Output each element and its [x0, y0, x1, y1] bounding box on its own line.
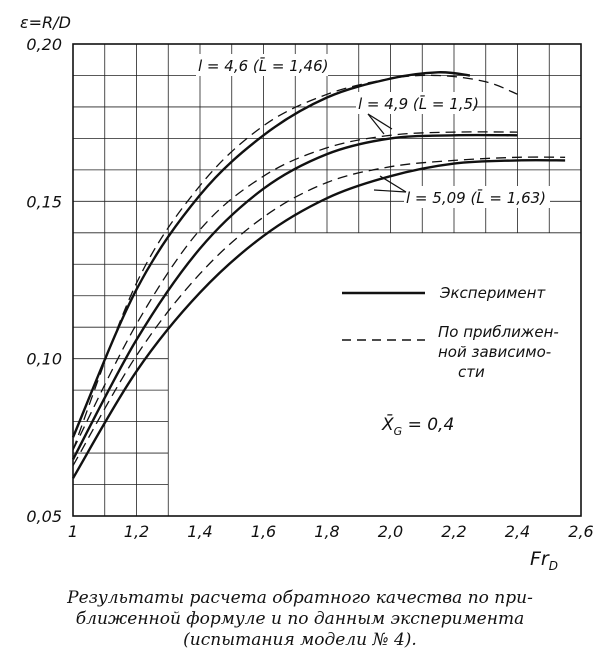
x-tick-label: 1	[68, 522, 78, 541]
series-solid-line-0	[71, 71, 471, 438]
annotation-bg-1	[196, 54, 328, 76]
series-solid-line-4	[71, 158, 566, 479]
leader-l509-a	[379, 175, 407, 193]
y-tick-label: 0,10	[26, 350, 62, 369]
legend: Эксперимент По приближен- ной зависимо- …	[342, 284, 559, 381]
ticks: 1 1,2 1,4 1,6 1,8 2,0 2,2 2,4 2,6 0,05 0,10 0,15 0,2…	[26, 35, 593, 541]
leader-l509-b	[373, 189, 407, 193]
y-axis-label: ε=R/D	[20, 13, 71, 32]
x-tick-label: 2,2	[441, 522, 466, 541]
series-dashed-line-3	[72, 131, 518, 451]
plot-frame	[72, 43, 582, 517]
caption-line-1: Результаты расчета обратного качества по…	[67, 588, 533, 608]
x-tick-label: 2,4	[505, 522, 530, 541]
series-solid-line-2	[71, 133, 518, 460]
grid	[72, 43, 582, 517]
legend-dashed-label-1: По приближен-	[438, 323, 559, 341]
annotation-bg-3	[404, 186, 550, 208]
x-tick-label: 2,6	[568, 522, 593, 541]
caption-line-3: (испытания модели № 4).	[183, 630, 417, 650]
annotation-bg-2	[356, 92, 474, 114]
curves	[71, 71, 566, 479]
series-dashed-line-5	[72, 156, 566, 467]
x-tick-label: 1,2	[124, 522, 149, 541]
x-tick-label: 1,6	[251, 522, 276, 541]
annotation-l49: l = 4,9 (L̄ = 1,5)	[358, 94, 479, 113]
legend-dashed-label-3: сти	[458, 363, 485, 381]
annotation-l46: l = 4,6 (L̄ = 1,46)	[198, 56, 328, 75]
annotation-l509: l = 5,09 (L̄ = 1,63)	[406, 188, 546, 207]
x-tick-label: 1,8	[314, 522, 339, 541]
leader-l49-a	[367, 113, 385, 135]
leader-l49-b	[367, 113, 393, 130]
x-tick-label: 2,0	[378, 522, 403, 541]
y-tick-label: 0,20	[26, 35, 62, 54]
x-axis-label: FrD	[530, 548, 558, 573]
y-tick-label: 0,05	[26, 507, 62, 526]
xg-annotation: X̄G = 0,4	[381, 413, 454, 438]
legend-dashed-label-2: ной зависимо-	[438, 343, 551, 361]
caption-line-2: ближенной формуле и по данным эксперимен…	[75, 609, 525, 629]
series-dashed-line-1	[72, 74, 518, 451]
chart: 1 1,2 1,4 1,6 1,8 2,0 2,2 2,4 2,6 0,05 0,10 0,15 0,2…	[20, 13, 594, 573]
figure-caption: Результаты расчета обратного качества по…	[20, 588, 580, 651]
y-tick-label: 0,15	[26, 192, 62, 211]
x-tick-label: 1,4	[187, 522, 212, 541]
legend-solid-label: Эксперимент	[439, 284, 546, 302]
